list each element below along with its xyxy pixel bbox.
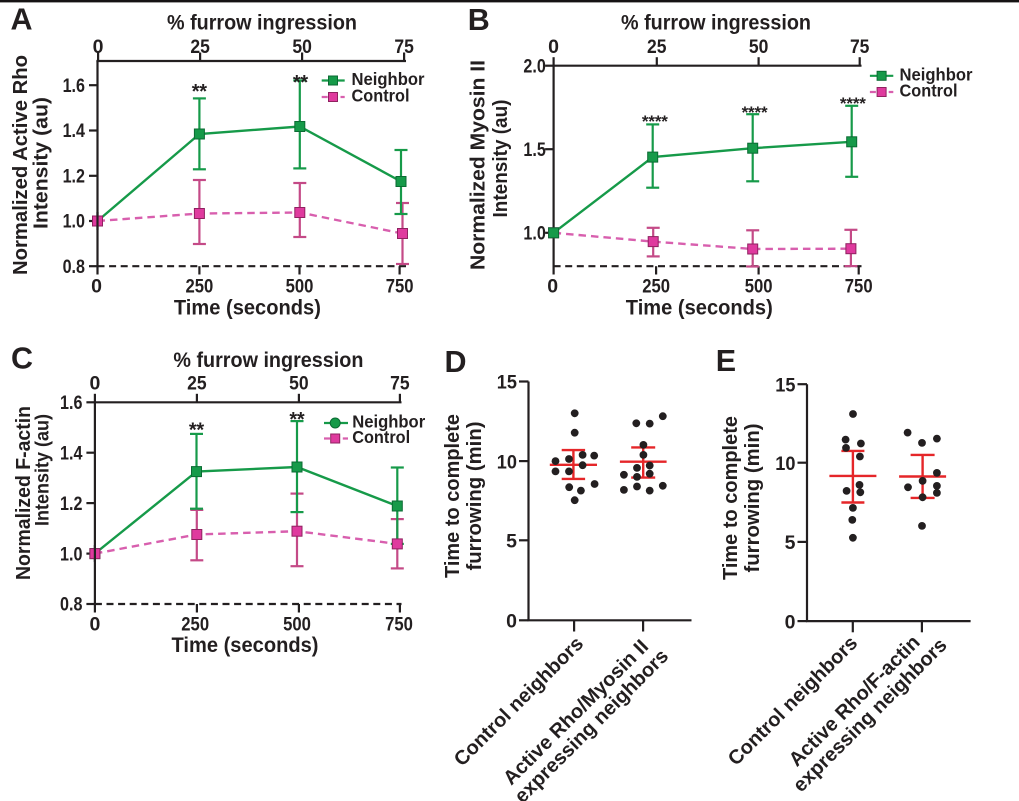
svg-text:Neighbor: Neighbor — [352, 412, 425, 432]
svg-text:50: 50 — [749, 36, 769, 58]
svg-text:*: * — [840, 94, 847, 113]
svg-text:Control: Control — [900, 81, 958, 101]
svg-text:1.0: 1.0 — [63, 211, 86, 233]
svg-text:furrowing (min): furrowing (min) — [463, 422, 486, 571]
svg-text:expressing neighbors: expressing neighbors — [789, 634, 952, 797]
svg-text:Normalized Myosin II: Normalized Myosin II — [467, 60, 490, 270]
svg-text:0: 0 — [548, 36, 559, 58]
svg-text:A: A — [11, 3, 33, 37]
svg-text:Normalized Active Rho: Normalized Active Rho — [9, 55, 32, 275]
svg-text:2.0: 2.0 — [523, 55, 546, 77]
svg-text:Neighbor: Neighbor — [900, 64, 973, 84]
svg-text:0: 0 — [506, 611, 517, 633]
svg-text:Time (seconds): Time (seconds) — [626, 297, 773, 320]
svg-text:1.0: 1.0 — [60, 543, 83, 565]
svg-text:1.2: 1.2 — [60, 493, 83, 515]
svg-text:*: * — [289, 409, 297, 431]
svg-text:E: E — [716, 344, 736, 378]
svg-text:750: 750 — [845, 275, 873, 297]
svg-text:*: * — [853, 94, 860, 113]
svg-text:Control: Control — [352, 427, 410, 447]
svg-text:*: * — [199, 81, 207, 103]
svg-text:25: 25 — [190, 36, 210, 58]
svg-text:50: 50 — [289, 373, 309, 395]
svg-text:*: * — [755, 103, 762, 122]
svg-text:500: 500 — [283, 613, 311, 635]
svg-text:B: B — [468, 3, 490, 37]
svg-text:Time to complete: Time to complete — [719, 416, 742, 580]
svg-text:5: 5 — [506, 531, 517, 553]
svg-text:25: 25 — [187, 373, 207, 395]
svg-text:1.0: 1.0 — [523, 223, 546, 245]
svg-text:*: * — [742, 103, 749, 122]
svg-text:75: 75 — [850, 36, 870, 58]
svg-text:500: 500 — [286, 275, 314, 297]
svg-text:250: 250 — [642, 275, 670, 297]
svg-text:*: * — [642, 112, 649, 131]
svg-text:furrowing (min): furrowing (min) — [741, 424, 764, 573]
svg-text:750: 750 — [385, 613, 413, 635]
svg-text:0: 0 — [89, 373, 100, 395]
svg-text:0: 0 — [93, 36, 104, 58]
svg-text:1.5: 1.5 — [523, 139, 546, 161]
svg-text:% furrow ingression: % furrow ingression — [167, 12, 357, 35]
svg-text:15: 15 — [775, 374, 795, 396]
svg-text:250: 250 — [186, 275, 214, 297]
svg-text:Intensity (au): Intensity (au) — [489, 100, 512, 218]
svg-text:500: 500 — [745, 275, 773, 297]
svg-text:% furrow ingression: % furrow ingression — [621, 12, 811, 35]
svg-text:C: C — [11, 342, 33, 376]
svg-text:1.4: 1.4 — [60, 442, 83, 464]
svg-text:250: 250 — [181, 613, 209, 635]
svg-text:*: * — [661, 112, 668, 131]
svg-text:75: 75 — [390, 373, 410, 395]
svg-text:50: 50 — [292, 36, 312, 58]
svg-text:0: 0 — [89, 613, 100, 635]
svg-text:*: * — [189, 420, 197, 442]
svg-text:*: * — [648, 112, 655, 131]
svg-text:Neighbor: Neighbor — [352, 69, 425, 89]
svg-text:Control: Control — [352, 86, 410, 106]
svg-text:*: * — [859, 94, 866, 113]
svg-text:*: * — [293, 72, 301, 94]
svg-text:*: * — [192, 81, 200, 103]
svg-text:0.8: 0.8 — [63, 256, 86, 278]
svg-text:Time to complete: Time to complete — [441, 414, 464, 578]
svg-text:Time (seconds): Time (seconds) — [172, 634, 319, 657]
svg-text:10: 10 — [497, 451, 517, 473]
svg-text:10: 10 — [775, 453, 795, 475]
svg-text:Time (seconds): Time (seconds) — [174, 297, 321, 320]
svg-text:0: 0 — [785, 611, 796, 633]
svg-text:*: * — [196, 420, 204, 442]
svg-text:% furrow ingression: % furrow ingression — [173, 349, 363, 372]
svg-text:5: 5 — [785, 532, 796, 554]
svg-text:expressing neighbors: expressing neighbors — [511, 645, 674, 801]
svg-text:1.6: 1.6 — [63, 75, 86, 97]
svg-text:D: D — [445, 345, 467, 379]
svg-text:Intensity (au): Intensity (au) — [33, 414, 54, 526]
svg-text:*: * — [300, 72, 308, 94]
svg-text:0: 0 — [91, 275, 102, 297]
svg-text:750: 750 — [386, 275, 414, 297]
svg-text:0.8: 0.8 — [60, 594, 83, 616]
svg-text:75: 75 — [394, 36, 414, 58]
svg-text:*: * — [761, 103, 768, 122]
svg-text:0: 0 — [547, 275, 558, 297]
svg-text:15: 15 — [497, 372, 517, 394]
svg-text:Normalized F-actin: Normalized F-actin — [12, 406, 35, 580]
svg-text:Intensity (au): Intensity (au) — [30, 97, 53, 229]
svg-text:25: 25 — [647, 36, 667, 58]
svg-text:*: * — [846, 94, 853, 113]
svg-text:*: * — [748, 103, 755, 122]
svg-text:1.2: 1.2 — [63, 166, 86, 188]
svg-text:1.6: 1.6 — [60, 392, 83, 414]
svg-text:*: * — [655, 112, 662, 131]
svg-text:*: * — [297, 409, 305, 431]
svg-text:1.4: 1.4 — [63, 120, 86, 142]
